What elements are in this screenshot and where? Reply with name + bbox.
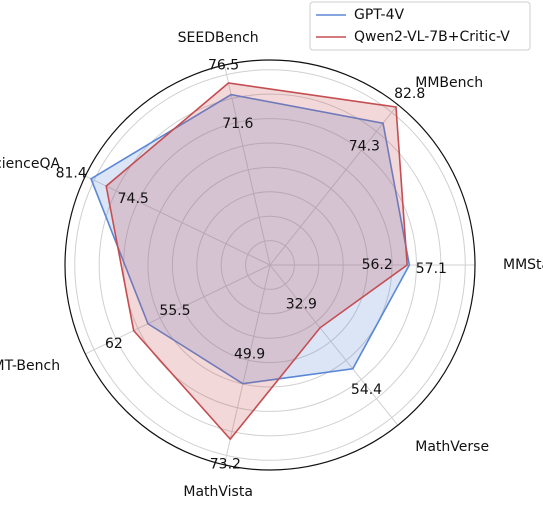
axis-label: MMT-Bench [0, 358, 60, 374]
value-label: 54.4 [351, 382, 382, 398]
spoke [85, 175, 271, 266]
axis-label: MathVerse [415, 439, 489, 455]
axis-label: MMBench [415, 75, 483, 91]
value-label: 76.5 [208, 58, 239, 74]
value-label: 74.5 [118, 191, 149, 207]
legend: GPT-4V Qwen2-VL-7B+Critic-V [309, 1, 531, 51]
axis-label: MathVista [183, 484, 253, 500]
axis-label: MMStar [503, 257, 543, 273]
axis-label: ScienceQA [0, 156, 60, 172]
outer-frame [64, 59, 476, 471]
value-label: 62 [105, 336, 123, 352]
value-label: 57.1 [416, 261, 447, 277]
value-label: 73.2 [210, 457, 241, 473]
value-label: 49.9 [234, 346, 265, 362]
spoke [223, 264, 271, 465]
spoke [269, 104, 399, 266]
value-label: 56.2 [362, 257, 393, 273]
value-label: 32.9 [286, 296, 317, 312]
value-label: 74.3 [349, 139, 380, 155]
series-area [90, 93, 411, 385]
legend-box [309, 1, 531, 51]
legend-label: GPT-4V [354, 7, 405, 23]
spoke [223, 65, 271, 266]
axis-label: SEEDBench [178, 30, 259, 46]
spoke [269, 264, 399, 426]
grid [74, 65, 475, 465]
legend-label: Qwen2-VL-7B+Critic-V [354, 29, 510, 45]
spoke [85, 264, 271, 355]
value-label: 71.6 [222, 116, 253, 132]
value-label: 81.4 [56, 165, 87, 181]
series-area [105, 82, 408, 441]
value-label: 55.5 [159, 303, 190, 319]
value-label: 82.8 [394, 86, 425, 102]
